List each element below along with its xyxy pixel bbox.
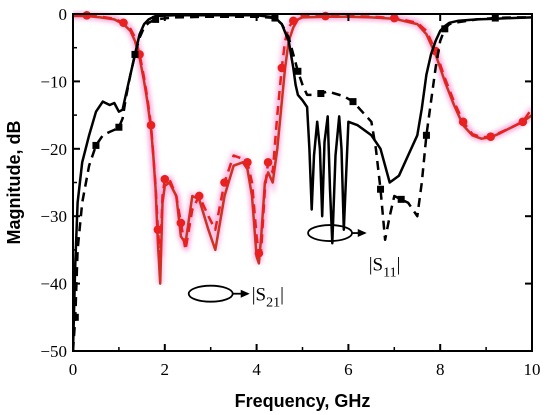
series-point-3 [146, 120, 156, 130]
y-axis-label: Magnitude, dB [4, 121, 24, 245]
series-point-1 [131, 50, 139, 58]
series-point-3 [220, 178, 229, 187]
series-point-3 [518, 117, 528, 127]
annotation-arrowhead-S21 [240, 289, 250, 298]
annotation-label-S21: |S21| [252, 285, 284, 311]
x-tick-label: 0 [69, 360, 78, 379]
series-point-3 [277, 63, 287, 73]
y-tick-label: −30 [40, 207, 67, 226]
axes-layer: 0 2 4 6 8 10 0 −10 −20 −30 −40 −50 [40, 5, 540, 379]
series-point-3 [153, 225, 163, 234]
annotation-ellipse-S21 [187, 284, 234, 303]
series-point-1 [422, 131, 430, 139]
x-tick-label: 4 [252, 360, 261, 379]
series-point-1 [491, 14, 499, 22]
series-point-1 [294, 67, 302, 75]
series-line-1 [73, 15, 532, 351]
annotation-ellipse-S11 [307, 224, 353, 242]
series-point-3 [243, 157, 252, 167]
series-point-1 [152, 15, 160, 23]
series-point-3 [82, 11, 92, 20]
y-tick-label: −40 [40, 275, 67, 294]
series-point-3 [486, 132, 495, 141]
series-point-1 [317, 90, 325, 98]
series-point-1 [377, 185, 385, 193]
series-point-1 [92, 141, 100, 149]
y-tick-label: −50 [40, 342, 67, 361]
series-point-1 [349, 98, 357, 106]
series-point-1 [441, 25, 449, 33]
x-tick-label: 6 [344, 360, 353, 379]
x-tick-label: 2 [161, 360, 170, 379]
series-point-3 [119, 18, 128, 28]
series-point-3 [194, 191, 204, 201]
annotation-layer: |S11| |S21| [187, 224, 401, 311]
series-point-3 [458, 117, 468, 127]
series-point-3 [176, 218, 186, 228]
series-point-3 [263, 157, 273, 167]
series-layer [73, 11, 532, 351]
x-tick-label: 8 [436, 360, 445, 379]
x-axis-label: Frequency, GHz [235, 391, 371, 411]
annotation-arrowhead-S11 [357, 229, 367, 238]
series-point-3 [160, 174, 170, 184]
series-point-1 [397, 195, 405, 203]
series-point-3 [289, 16, 298, 26]
series-point-3 [390, 13, 399, 23]
x-tick-label: 10 [524, 360, 541, 379]
annotation-label-S11: |S11| [369, 254, 401, 280]
series-point-3 [254, 248, 264, 258]
series-point-1 [271, 14, 279, 22]
series-point-1 [115, 123, 123, 131]
y-tick-label: −20 [40, 140, 67, 159]
y-tick-label: 0 [59, 5, 68, 24]
y-tick-label: −10 [40, 72, 67, 91]
